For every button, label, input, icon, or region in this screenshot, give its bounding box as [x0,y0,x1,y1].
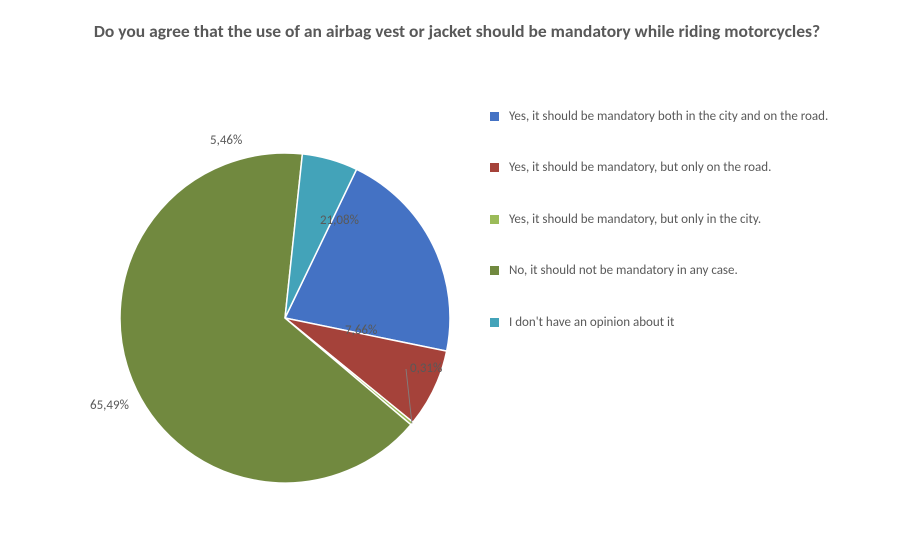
pie-data-label: 7,66% [345,323,377,338]
pie-data-label: 65,49% [90,398,129,413]
legend-label: I don't have an opinion about it [509,314,674,332]
pie-data-label: 21,08% [320,213,359,228]
pie-wrap: 21,08% 7,66% 0,31% 65,49% 5,46% [60,93,510,548]
chart-area: 21,08% 7,66% 0,31% 65,49% 5,46% Yes, it shou… [0,53,914,513]
legend-item: Yes, it should be mandatory both in the … [490,108,890,126]
pie-data-label: 5,46% [210,133,242,148]
legend-swatch [490,163,499,172]
legend: Yes, it should be mandatory both in the … [490,108,890,366]
legend-label: Yes, it should be mandatory, but only on… [509,159,771,177]
chart-title: Do you agree that the use of an airbag v… [0,0,914,53]
legend-label: Yes, it should be mandatory, but only in… [509,211,761,229]
legend-swatch [490,266,499,275]
legend-item: Yes, it should be mandatory, but only in… [490,211,890,229]
legend-item: No, it should not be mandatory in any ca… [490,262,890,280]
legend-label: Yes, it should be mandatory both in the … [509,108,828,126]
pie-chart [60,93,510,543]
pie-data-label: 0,31% [410,361,442,376]
legend-swatch [490,215,499,224]
legend-label: No, it should not be mandatory in any ca… [509,262,738,280]
legend-swatch [490,318,499,327]
legend-item: I don't have an opinion about it [490,314,890,332]
legend-swatch [490,112,499,121]
legend-item: Yes, it should be mandatory, but only on… [490,159,890,177]
